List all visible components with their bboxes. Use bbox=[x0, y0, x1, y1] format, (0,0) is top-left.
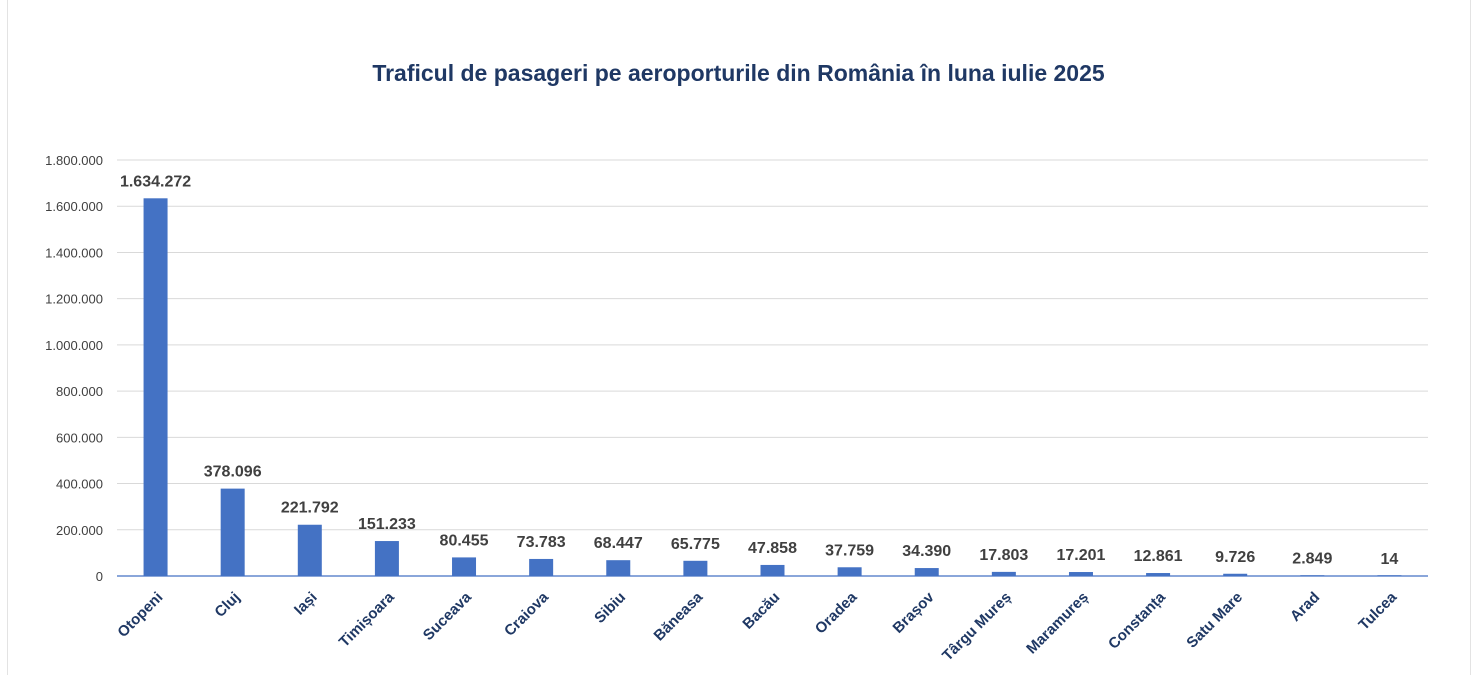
x-tick-label: Suceava bbox=[420, 588, 476, 644]
y-tick-label: 1.600.000 bbox=[45, 199, 103, 214]
x-tick-label: Arad bbox=[1287, 589, 1323, 625]
x-tick-label: Satu Mare bbox=[1183, 589, 1246, 652]
bar bbox=[1068, 572, 1093, 576]
bar bbox=[683, 560, 708, 576]
bar bbox=[220, 488, 245, 576]
data-label: 12.861 bbox=[1134, 548, 1183, 565]
data-label: 47.858 bbox=[748, 540, 797, 557]
gridlines bbox=[117, 159, 1428, 577]
y-tick-label: 1.800.000 bbox=[45, 153, 103, 168]
x-tick-label: Bacău bbox=[739, 589, 783, 633]
data-label: 80.455 bbox=[440, 532, 489, 549]
y-tick-label: 200.000 bbox=[56, 523, 103, 538]
data-label: 68.447 bbox=[594, 535, 643, 552]
chart-title: Traficul de pasageri pe aeroporturile di… bbox=[372, 60, 1105, 86]
bar bbox=[760, 564, 785, 576]
x-tick-label: Craiova bbox=[501, 588, 552, 639]
bar bbox=[1300, 575, 1325, 576]
bar bbox=[452, 557, 477, 576]
data-label: 2.849 bbox=[1292, 550, 1332, 567]
x-tick-label: Constanța bbox=[1105, 588, 1169, 652]
bar bbox=[837, 567, 862, 576]
x-tick-label: Maramureș bbox=[1023, 589, 1092, 658]
x-tick-label: Brașov bbox=[890, 588, 938, 636]
bar bbox=[297, 524, 322, 576]
data-label: 1.634.272 bbox=[120, 173, 191, 190]
bar bbox=[143, 198, 168, 576]
x-tick-label: Oradea bbox=[812, 588, 861, 637]
data-label: 37.759 bbox=[825, 542, 874, 559]
y-axis-ticks: 0 200.000 400.000 600.000 800.000 1.000.000 1.… bbox=[45, 153, 103, 584]
bar bbox=[914, 568, 939, 576]
data-labels: 1.634.272 378.096 221.792 151.233 80.455 73.7… bbox=[120, 173, 1398, 568]
x-tick-label: Otopeni bbox=[114, 589, 166, 641]
x-axis-categories: Otopeni Cluj Iași Timișoara Suceava Craiova Si… bbox=[114, 588, 1400, 664]
y-tick-label: 1.000.000 bbox=[45, 338, 103, 353]
y-tick-label: 800.000 bbox=[56, 384, 103, 399]
bar bbox=[529, 558, 554, 576]
x-tick-label: Sibiu bbox=[591, 589, 629, 627]
data-label: 17.201 bbox=[1057, 547, 1106, 564]
data-label: 17.803 bbox=[979, 547, 1028, 564]
bars bbox=[143, 198, 1402, 576]
bar bbox=[1223, 573, 1248, 576]
bar bbox=[991, 571, 1016, 576]
chart-frame bbox=[7, 0, 1471, 675]
x-tick-label: Târgu Mureș bbox=[939, 589, 1015, 665]
y-tick-label: 1.400.000 bbox=[45, 245, 103, 260]
x-tick-label: Iași bbox=[291, 589, 321, 619]
data-label: 34.390 bbox=[902, 543, 951, 560]
data-label: 73.783 bbox=[517, 534, 566, 551]
data-label: 151.233 bbox=[358, 516, 416, 533]
x-tick-label: Tulcea bbox=[1355, 588, 1400, 633]
y-tick-label: 0 bbox=[96, 569, 103, 584]
bar bbox=[374, 541, 399, 576]
x-tick-label: Băneasa bbox=[651, 588, 707, 644]
data-label: 221.792 bbox=[281, 500, 339, 517]
y-tick-label: 400.000 bbox=[56, 477, 103, 492]
data-label: 9.726 bbox=[1215, 549, 1255, 566]
data-label: 378.096 bbox=[204, 464, 262, 481]
x-tick-label: Cluj bbox=[211, 589, 243, 621]
y-tick-label: 1.200.000 bbox=[45, 292, 103, 307]
bar bbox=[1146, 573, 1171, 576]
data-label: 14 bbox=[1381, 551, 1399, 568]
data-label: 65.775 bbox=[671, 536, 720, 553]
y-tick-label: 600.000 bbox=[56, 430, 103, 445]
bar bbox=[606, 560, 631, 576]
x-tick-label: Timișoara bbox=[336, 588, 398, 650]
bar bbox=[1377, 575, 1402, 576]
